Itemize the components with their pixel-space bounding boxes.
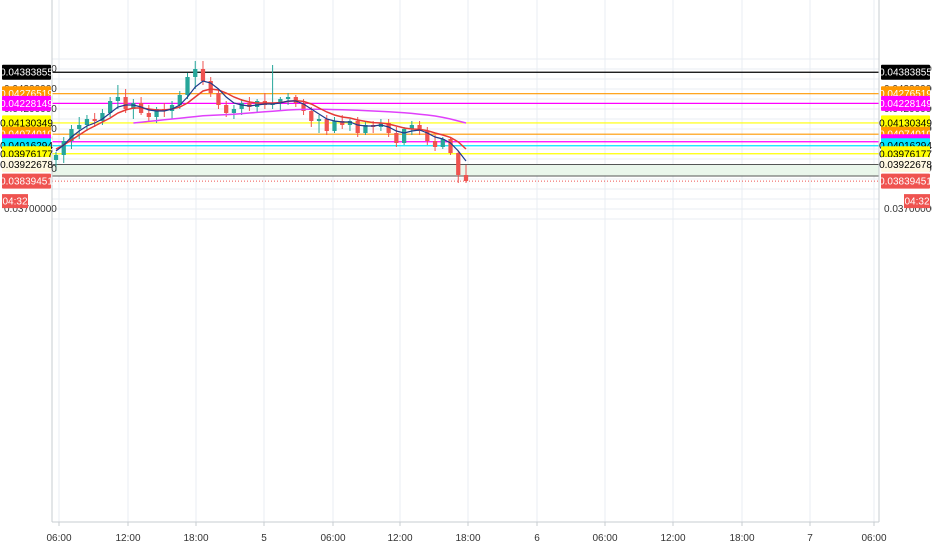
candle-body — [53, 155, 59, 160]
candle-body — [247, 103, 252, 107]
candle-body — [200, 69, 206, 81]
x-tick-label: 18:00 — [183, 533, 208, 544]
candle-body — [100, 113, 105, 121]
x-tick-label: 06:00 — [320, 533, 345, 544]
countdown-label-bg — [904, 194, 930, 209]
current-price-label-right-bg — [881, 173, 930, 189]
candle-body — [463, 175, 469, 181]
price-level-label-left-bg — [2, 95, 51, 111]
candle-body — [355, 121, 360, 133]
y-tick-label-right: 0.03700000 — [884, 204, 932, 215]
candle-body — [123, 97, 128, 109]
price-level-label-right-bg — [881, 64, 930, 80]
candle-body — [394, 133, 399, 143]
candle-body — [92, 119, 97, 121]
price-level-label-left: 0.04130349 — [0, 118, 53, 129]
price-level-label-left: 0.04228149 — [0, 99, 53, 110]
candle-body — [316, 119, 322, 121]
price-level-labels: 0.04383855 0.04383855 0.04276519 0.04276519… — [0, 64, 932, 209]
candle-body — [84, 119, 90, 125]
candle-body — [324, 119, 329, 131]
candle-body — [115, 97, 121, 101]
price-level-label-right-bg — [881, 156, 930, 172]
candle-body — [309, 111, 314, 121]
price-level-label-right-bg — [881, 115, 930, 131]
candle-body — [340, 121, 345, 125]
candle-body — [239, 103, 244, 109]
candle-body — [77, 125, 82, 129]
price-level-label-left-bg — [2, 64, 51, 80]
price-level-label-left: 0.04383855 — [0, 68, 53, 79]
candle-body — [347, 121, 353, 125]
x-tick-label: 06:00 — [592, 533, 617, 544]
x-tick-label: 18:00 — [455, 533, 480, 544]
candle-body — [108, 101, 113, 113]
countdown-label-bg — [2, 194, 28, 209]
candle-body — [301, 103, 306, 111]
price-level-label-right: 0.03976177 — [879, 149, 932, 160]
candle-body — [69, 129, 74, 141]
x-tick-label: 18:00 — [729, 533, 754, 544]
price-level-label-left: 0.04276519 — [0, 89, 53, 100]
current-price-label-left: 0.03839451 — [0, 177, 53, 188]
price-level-label-left: 0.03922678 — [0, 160, 53, 171]
candle-body — [363, 125, 368, 133]
candle-body — [440, 139, 445, 147]
candle-body — [216, 93, 221, 105]
moving-average-lines — [55, 80, 467, 162]
candle-body — [401, 129, 407, 143]
y-tick-label-left: 0.03700000 — [4, 204, 57, 215]
candle-body — [208, 81, 213, 93]
candle-body — [146, 113, 151, 117]
price-level-label-left-bg — [2, 115, 51, 131]
price-level-label-left: 0.03976177 — [0, 149, 53, 160]
price-level-label-right: 0.04228149 — [879, 99, 932, 110]
price-level-label-right: 0.03922678 — [879, 160, 932, 171]
ma-fast-line — [55, 80, 467, 162]
candle-body — [231, 109, 237, 113]
candle-body — [278, 99, 283, 103]
x-tick-label: 6 — [534, 533, 540, 544]
countdown-label: 04:32 — [2, 197, 27, 208]
x-tick-label: 7 — [807, 533, 813, 544]
candle-body — [185, 77, 190, 95]
candle-body — [177, 95, 182, 105]
candle-body — [169, 105, 175, 111]
candle-body — [432, 141, 438, 147]
x-tick-label: 12:00 — [660, 533, 685, 544]
candle-body — [417, 125, 422, 131]
candle-body — [332, 121, 337, 131]
axes — [51, 0, 880, 523]
candle-body — [154, 109, 159, 117]
candle-body — [224, 105, 229, 113]
ma-long-line — [133, 108, 467, 124]
candle-body — [386, 123, 391, 133]
x-tick-label: 06:00 — [46, 533, 71, 544]
x-tick-label: 12:00 — [387, 533, 412, 544]
x-tick-label: 5 — [261, 533, 267, 544]
candle-body — [285, 97, 291, 99]
candle-body — [409, 125, 414, 129]
price-level-label-right: 0.04383855 — [879, 68, 932, 79]
current-price-label-right: 0.03839451 — [879, 177, 932, 188]
countdown-label: 04:32 — [904, 197, 929, 208]
candle-body — [131, 103, 136, 109]
price-level-label-left-bg — [2, 156, 51, 172]
candle-body — [255, 101, 260, 107]
price-level-label-right: 0.04130349 — [879, 118, 932, 129]
current-price-label-left-bg — [2, 173, 51, 189]
candle-body — [456, 153, 461, 175]
candle-body — [425, 131, 430, 141]
x-tick-label: 12:00 — [115, 533, 140, 544]
candle-body — [61, 141, 66, 155]
candle-body — [193, 69, 198, 77]
candle-body — [448, 139, 453, 153]
price-level-label-right-bg — [881, 95, 930, 111]
ma-slow-line — [55, 88, 467, 150]
price-level-label-right: 0.04276519 — [879, 89, 932, 100]
x-tick-label: 06:00 — [861, 533, 886, 544]
